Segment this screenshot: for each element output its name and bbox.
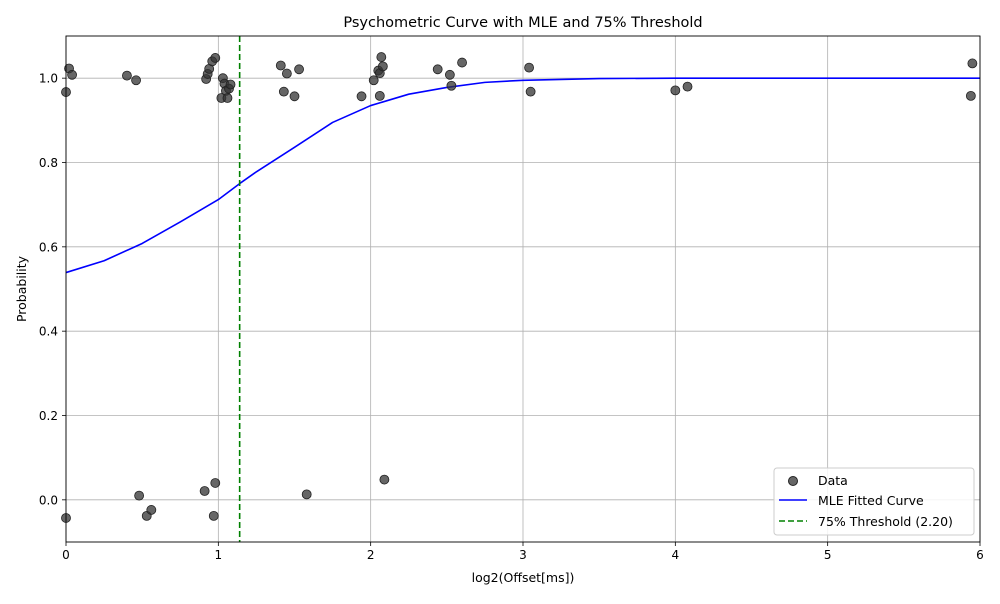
data-point bbox=[356, 91, 367, 102]
data-point bbox=[122, 70, 132, 81]
data-point bbox=[301, 489, 312, 500]
data-point bbox=[67, 69, 77, 80]
data-point bbox=[967, 58, 978, 69]
data-point bbox=[446, 80, 457, 91]
x-tick-label: 0 bbox=[62, 548, 70, 562]
legend-entry-threshold: 75% Threshold (2.20) bbox=[818, 514, 953, 529]
x-tick-label: 1 bbox=[215, 548, 223, 562]
data-point bbox=[377, 61, 388, 72]
data-point bbox=[525, 86, 536, 97]
y-tick-label: 0.8 bbox=[39, 156, 58, 170]
data-point bbox=[210, 478, 221, 488]
data-point bbox=[289, 91, 300, 102]
data-point bbox=[670, 85, 681, 96]
legend: Data MLE Fitted Curve 75% Threshold (2.2… bbox=[773, 467, 975, 536]
data-points bbox=[61, 52, 978, 523]
data-point bbox=[368, 75, 379, 86]
x-tick-label: 4 bbox=[672, 548, 680, 562]
grid-lines bbox=[65, 36, 981, 542]
y-axis-label: Probability bbox=[14, 255, 29, 322]
x-tick-label: 3 bbox=[519, 548, 527, 562]
ticks: 0 1 2 3 4 5 6 0.0 0.2 0.4 0.6 0.8 1.0 bbox=[39, 72, 984, 562]
legend-box bbox=[773, 467, 975, 536]
data-point bbox=[210, 53, 221, 63]
data-point bbox=[208, 510, 219, 521]
mle-fitted-curve bbox=[65, 77, 980, 274]
data-point bbox=[222, 93, 233, 103]
data-point bbox=[278, 86, 289, 97]
data-point bbox=[376, 52, 387, 62]
data-point bbox=[199, 486, 210, 496]
data-point bbox=[682, 81, 693, 92]
x-axis-label: log2(Offset[ms]) bbox=[472, 570, 575, 585]
data-point bbox=[146, 505, 157, 515]
y-tick-label: 0.0 bbox=[39, 493, 58, 507]
data-point bbox=[965, 90, 976, 101]
chart-title: Psychometric Curve with MLE and 75% Thre… bbox=[343, 15, 702, 31]
y-tick-label: 0.2 bbox=[39, 409, 58, 423]
data-point bbox=[432, 64, 443, 75]
curve-layer bbox=[65, 36, 980, 542]
data-point bbox=[457, 57, 467, 68]
x-tick-label: 5 bbox=[824, 548, 832, 562]
y-tick-label: 0.4 bbox=[39, 325, 58, 339]
data-point bbox=[225, 79, 236, 90]
y-tick-label: 0.6 bbox=[39, 240, 58, 254]
legend-entry-data: Data bbox=[818, 473, 848, 488]
data-point bbox=[444, 69, 455, 80]
data-point bbox=[374, 90, 385, 101]
data-point bbox=[524, 62, 534, 73]
x-tick-label: 2 bbox=[367, 548, 375, 562]
data-point bbox=[275, 60, 286, 71]
data-point bbox=[294, 64, 304, 75]
data-point bbox=[379, 474, 390, 485]
data-point bbox=[131, 75, 141, 86]
legend-data-marker bbox=[788, 476, 798, 486]
x-tick-label: 6 bbox=[976, 548, 984, 562]
legend-entry-curve: MLE Fitted Curve bbox=[818, 493, 924, 508]
data-point bbox=[134, 490, 145, 501]
data-point bbox=[281, 68, 292, 79]
y-tick-label: 1.0 bbox=[39, 72, 58, 86]
